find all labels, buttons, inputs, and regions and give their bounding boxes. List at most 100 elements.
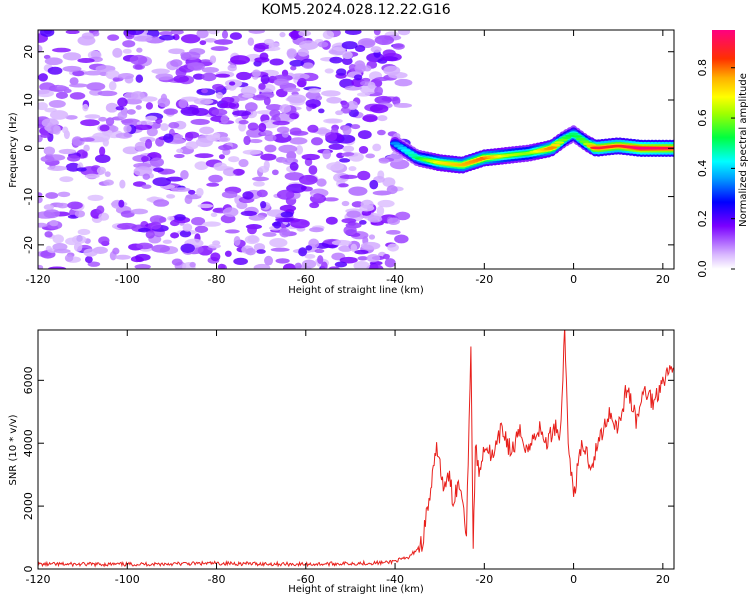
noise-cell — [276, 189, 295, 200]
noise-cell — [114, 254, 131, 260]
noise-cell — [208, 174, 223, 183]
noise-cell — [350, 124, 361, 130]
noise-cell — [353, 260, 370, 269]
noise-cell — [43, 204, 55, 211]
snr-y-tick-label: 0 — [22, 566, 35, 573]
noise-cell — [193, 98, 214, 105]
noise-cell — [313, 193, 323, 200]
snr-y-tick-label: 4000 — [22, 429, 35, 457]
noise-cell — [325, 118, 341, 123]
noise-cell — [211, 108, 228, 116]
noise-cell — [47, 66, 63, 75]
noise-cell — [197, 203, 214, 209]
noise-cell — [253, 44, 266, 53]
noise-cell — [252, 69, 261, 78]
noise-cell — [123, 92, 139, 100]
noise-cell — [133, 166, 153, 177]
noise-cell — [372, 143, 382, 152]
noise-cell — [84, 256, 93, 264]
noise-cell — [135, 105, 142, 110]
noise-cell — [119, 179, 126, 189]
noise-cell — [140, 96, 158, 102]
noise-cell — [213, 207, 223, 213]
snr-panel: -120 -100 -80 -60 -40 -20 0 20 0 2000 4000 6000 He… — [8, 329, 675, 595]
noise-cell — [62, 52, 82, 61]
noise-cell — [137, 227, 151, 233]
noise-cell — [338, 183, 349, 188]
noise-cell — [180, 52, 190, 58]
noise-cell — [314, 248, 325, 254]
noise-cell — [372, 190, 392, 196]
noise-cell — [269, 109, 281, 118]
noise-cell — [218, 154, 225, 160]
colorbar-tick-label: 0.8 — [696, 59, 709, 77]
noise-cell — [279, 227, 291, 238]
noise-cell — [248, 30, 265, 34]
noise-cell — [76, 167, 87, 172]
noise-cell — [38, 196, 43, 204]
noise-cell — [220, 114, 229, 124]
noise-cell — [283, 87, 301, 93]
noise-cell — [80, 119, 100, 127]
noise-cell — [224, 250, 232, 257]
noise-cell — [335, 110, 344, 116]
noise-cell — [271, 169, 279, 176]
noise-cell — [357, 130, 372, 140]
noise-cell — [145, 138, 153, 149]
noise-cell — [252, 181, 265, 187]
noise-cell — [338, 158, 351, 163]
noise-cell — [302, 62, 314, 69]
noise-cell — [201, 88, 208, 94]
noise-cell — [99, 124, 110, 132]
noise-cell — [146, 127, 158, 137]
noise-cell — [311, 137, 323, 146]
noise-cell — [342, 145, 355, 153]
noise-cell — [243, 135, 251, 146]
snr-x-tick-label: -80 — [208, 573, 226, 586]
noise-cell — [328, 266, 340, 269]
noise-cell — [71, 136, 83, 147]
noise-cell — [301, 153, 320, 161]
noise-cell — [316, 178, 327, 187]
noise-cell — [43, 209, 60, 219]
noise-cell — [348, 64, 357, 72]
noise-cell — [248, 139, 263, 144]
noise-cell — [185, 141, 199, 150]
noise-cell — [46, 124, 60, 135]
noise-cell — [215, 73, 231, 78]
noise-cell — [96, 205, 105, 214]
noise-cell — [87, 194, 104, 201]
noise-cell — [394, 78, 413, 87]
noise-cell — [122, 48, 132, 54]
noise-cell — [149, 157, 164, 168]
noise-cell — [290, 30, 299, 41]
noise-cell — [180, 243, 195, 254]
noise-cell — [374, 86, 384, 96]
noise-cell — [82, 103, 89, 112]
noise-cell — [56, 202, 69, 209]
noise-cell — [199, 126, 215, 135]
noise-cell — [136, 242, 153, 250]
noise-cell — [94, 154, 111, 163]
noise-cell — [264, 144, 277, 153]
colorbar: 0.0 0.2 0.4 0.6 0.8 Normalized spectral ampl… — [696, 30, 749, 278]
noise-cell — [176, 148, 184, 154]
noise-cell — [280, 211, 294, 218]
signal-cell — [390, 142, 401, 145]
noise-cell — [209, 55, 217, 64]
noise-cell — [269, 58, 284, 66]
noise-cell — [116, 222, 137, 230]
noise-cell — [71, 235, 87, 244]
noise-cell — [350, 243, 358, 253]
noise-cell — [220, 264, 227, 269]
noise-cell — [273, 221, 282, 229]
noise-cell — [194, 225, 209, 233]
colorbar-gradient — [712, 30, 735, 269]
noise-cell — [122, 40, 136, 48]
noise-cell — [210, 212, 218, 218]
snr-x-tick-label: -20 — [475, 573, 493, 586]
noise-cell — [187, 62, 205, 71]
noise-cell — [196, 187, 204, 197]
noise-cell — [341, 101, 350, 109]
noise-cell — [286, 183, 307, 194]
